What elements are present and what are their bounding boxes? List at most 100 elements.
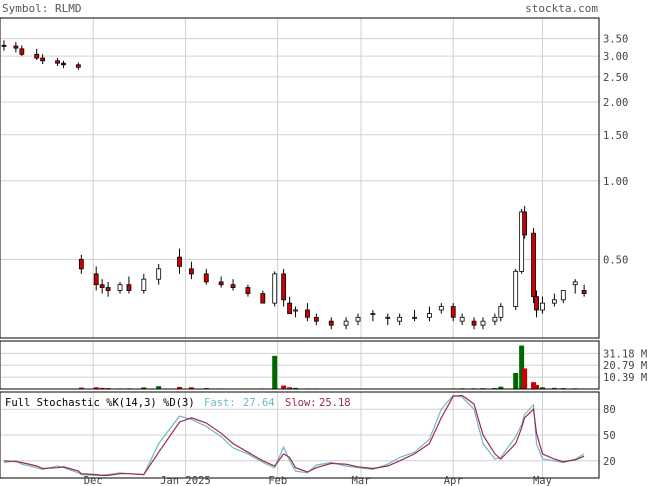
volume-bar bbox=[539, 387, 545, 389]
candle-body bbox=[551, 299, 557, 304]
candle-body bbox=[480, 320, 486, 326]
volume-frame bbox=[0, 340, 600, 390]
candle-body bbox=[61, 62, 66, 66]
candle-body bbox=[355, 316, 361, 322]
candle-body bbox=[560, 290, 566, 301]
stochastic-tick-label: 50 bbox=[603, 430, 616, 442]
slow-series-line bbox=[3, 394, 585, 476]
candle-body bbox=[534, 296, 539, 311]
candle-body bbox=[397, 316, 403, 322]
candle-body bbox=[385, 316, 391, 319]
volume-bar bbox=[141, 387, 147, 389]
candle-body bbox=[189, 268, 194, 275]
stochastic-tick-label: 20 bbox=[603, 456, 616, 468]
volume-bar bbox=[272, 355, 278, 389]
candle-body bbox=[75, 64, 81, 68]
stochastic-tick-label: 80 bbox=[603, 404, 616, 416]
volume-bar bbox=[156, 386, 162, 389]
x-tick-label: Apr bbox=[444, 475, 463, 486]
candle-body bbox=[156, 268, 162, 280]
candle-body bbox=[438, 306, 444, 311]
volume-bar bbox=[99, 387, 105, 389]
volume-panel: 31.18 M20.79 M10.39 M bbox=[0, 340, 647, 390]
candle-body bbox=[492, 316, 498, 322]
candle-body bbox=[272, 273, 278, 304]
candle-body bbox=[55, 60, 60, 64]
fast-series-line bbox=[3, 394, 585, 476]
candle-body bbox=[1, 44, 7, 47]
candle-body bbox=[245, 287, 251, 294]
volume-bar bbox=[519, 345, 525, 389]
candle-body bbox=[370, 313, 376, 316]
x-tick-label: May bbox=[533, 475, 552, 486]
candle-body bbox=[572, 281, 578, 286]
candle-body bbox=[412, 316, 417, 319]
stochastic-frame bbox=[0, 391, 600, 479]
candle-body bbox=[427, 313, 432, 318]
candle-body bbox=[328, 320, 334, 326]
volume-bar bbox=[177, 386, 183, 389]
price-tick-label: 2.50 bbox=[603, 72, 628, 84]
price-tick-label: 3.50 bbox=[603, 34, 628, 46]
price-tick-label: 1.00 bbox=[603, 176, 628, 188]
candle-body bbox=[218, 281, 224, 286]
candle-body bbox=[281, 273, 287, 301]
candle-body bbox=[203, 273, 209, 283]
candle-body bbox=[313, 316, 319, 322]
candle-body bbox=[498, 306, 504, 318]
candle-body bbox=[513, 270, 519, 307]
volume-bar bbox=[188, 387, 194, 389]
x-tick-label: Mar bbox=[352, 475, 371, 486]
fast-value: 27.64 bbox=[243, 397, 275, 409]
candle-body bbox=[126, 284, 132, 291]
fast-label: Fast: bbox=[204, 397, 236, 409]
candle-body bbox=[13, 45, 19, 49]
candle-body bbox=[40, 57, 46, 62]
stochastic-title: Full Stochastic %K(14,3) %D(3) bbox=[5, 397, 195, 409]
price-tick-label: 3.00 bbox=[603, 51, 628, 63]
symbol-label: Symbol: RLMD bbox=[2, 2, 81, 15]
volume-bar bbox=[522, 368, 528, 389]
candle-body bbox=[34, 53, 40, 59]
volume-bar bbox=[281, 385, 287, 389]
candle-body bbox=[260, 293, 266, 304]
candle-body bbox=[287, 302, 292, 315]
candle-body bbox=[99, 284, 105, 288]
candle-body bbox=[19, 48, 25, 55]
volume-bar bbox=[78, 387, 84, 389]
candle-body bbox=[117, 284, 123, 291]
volume-bar bbox=[498, 386, 504, 389]
candle-body bbox=[78, 258, 84, 270]
price-tick-label: 0.50 bbox=[603, 254, 628, 266]
candle-body bbox=[471, 320, 477, 326]
candle-body bbox=[450, 306, 456, 318]
candle-body bbox=[459, 316, 465, 322]
slow-value: 25.18 bbox=[319, 397, 351, 409]
price-tick-label: 2.00 bbox=[603, 97, 628, 109]
candle-body bbox=[522, 211, 528, 236]
price-tick-label: 1.50 bbox=[603, 130, 628, 142]
candle-body bbox=[519, 211, 525, 272]
volume-tick-label: 31.18 M bbox=[603, 348, 647, 360]
candle-body bbox=[540, 302, 545, 311]
x-tick-label: Dec bbox=[84, 475, 103, 486]
candle-body bbox=[305, 309, 310, 318]
price-panel: 3.50 3.00 2.50 2.00 1.50 1.00 0.50 bbox=[0, 17, 628, 339]
volume-bar bbox=[531, 382, 537, 389]
price-frame bbox=[0, 17, 600, 339]
candle-body bbox=[93, 273, 99, 286]
volume-bar bbox=[93, 387, 99, 389]
volume-tick-label: 10.39 M bbox=[603, 372, 647, 384]
candle-body bbox=[230, 284, 236, 288]
candle-body bbox=[177, 256, 182, 267]
volume-bar bbox=[287, 387, 293, 389]
volume-bar bbox=[534, 385, 540, 389]
candle-body bbox=[293, 309, 298, 312]
volume-bar bbox=[551, 387, 557, 389]
candle-body bbox=[105, 287, 111, 291]
candle-body bbox=[531, 232, 536, 298]
x-tick-label: Jan 2025 bbox=[160, 475, 211, 486]
candle-body bbox=[581, 290, 587, 294]
slow-label: Slow: bbox=[285, 397, 317, 409]
